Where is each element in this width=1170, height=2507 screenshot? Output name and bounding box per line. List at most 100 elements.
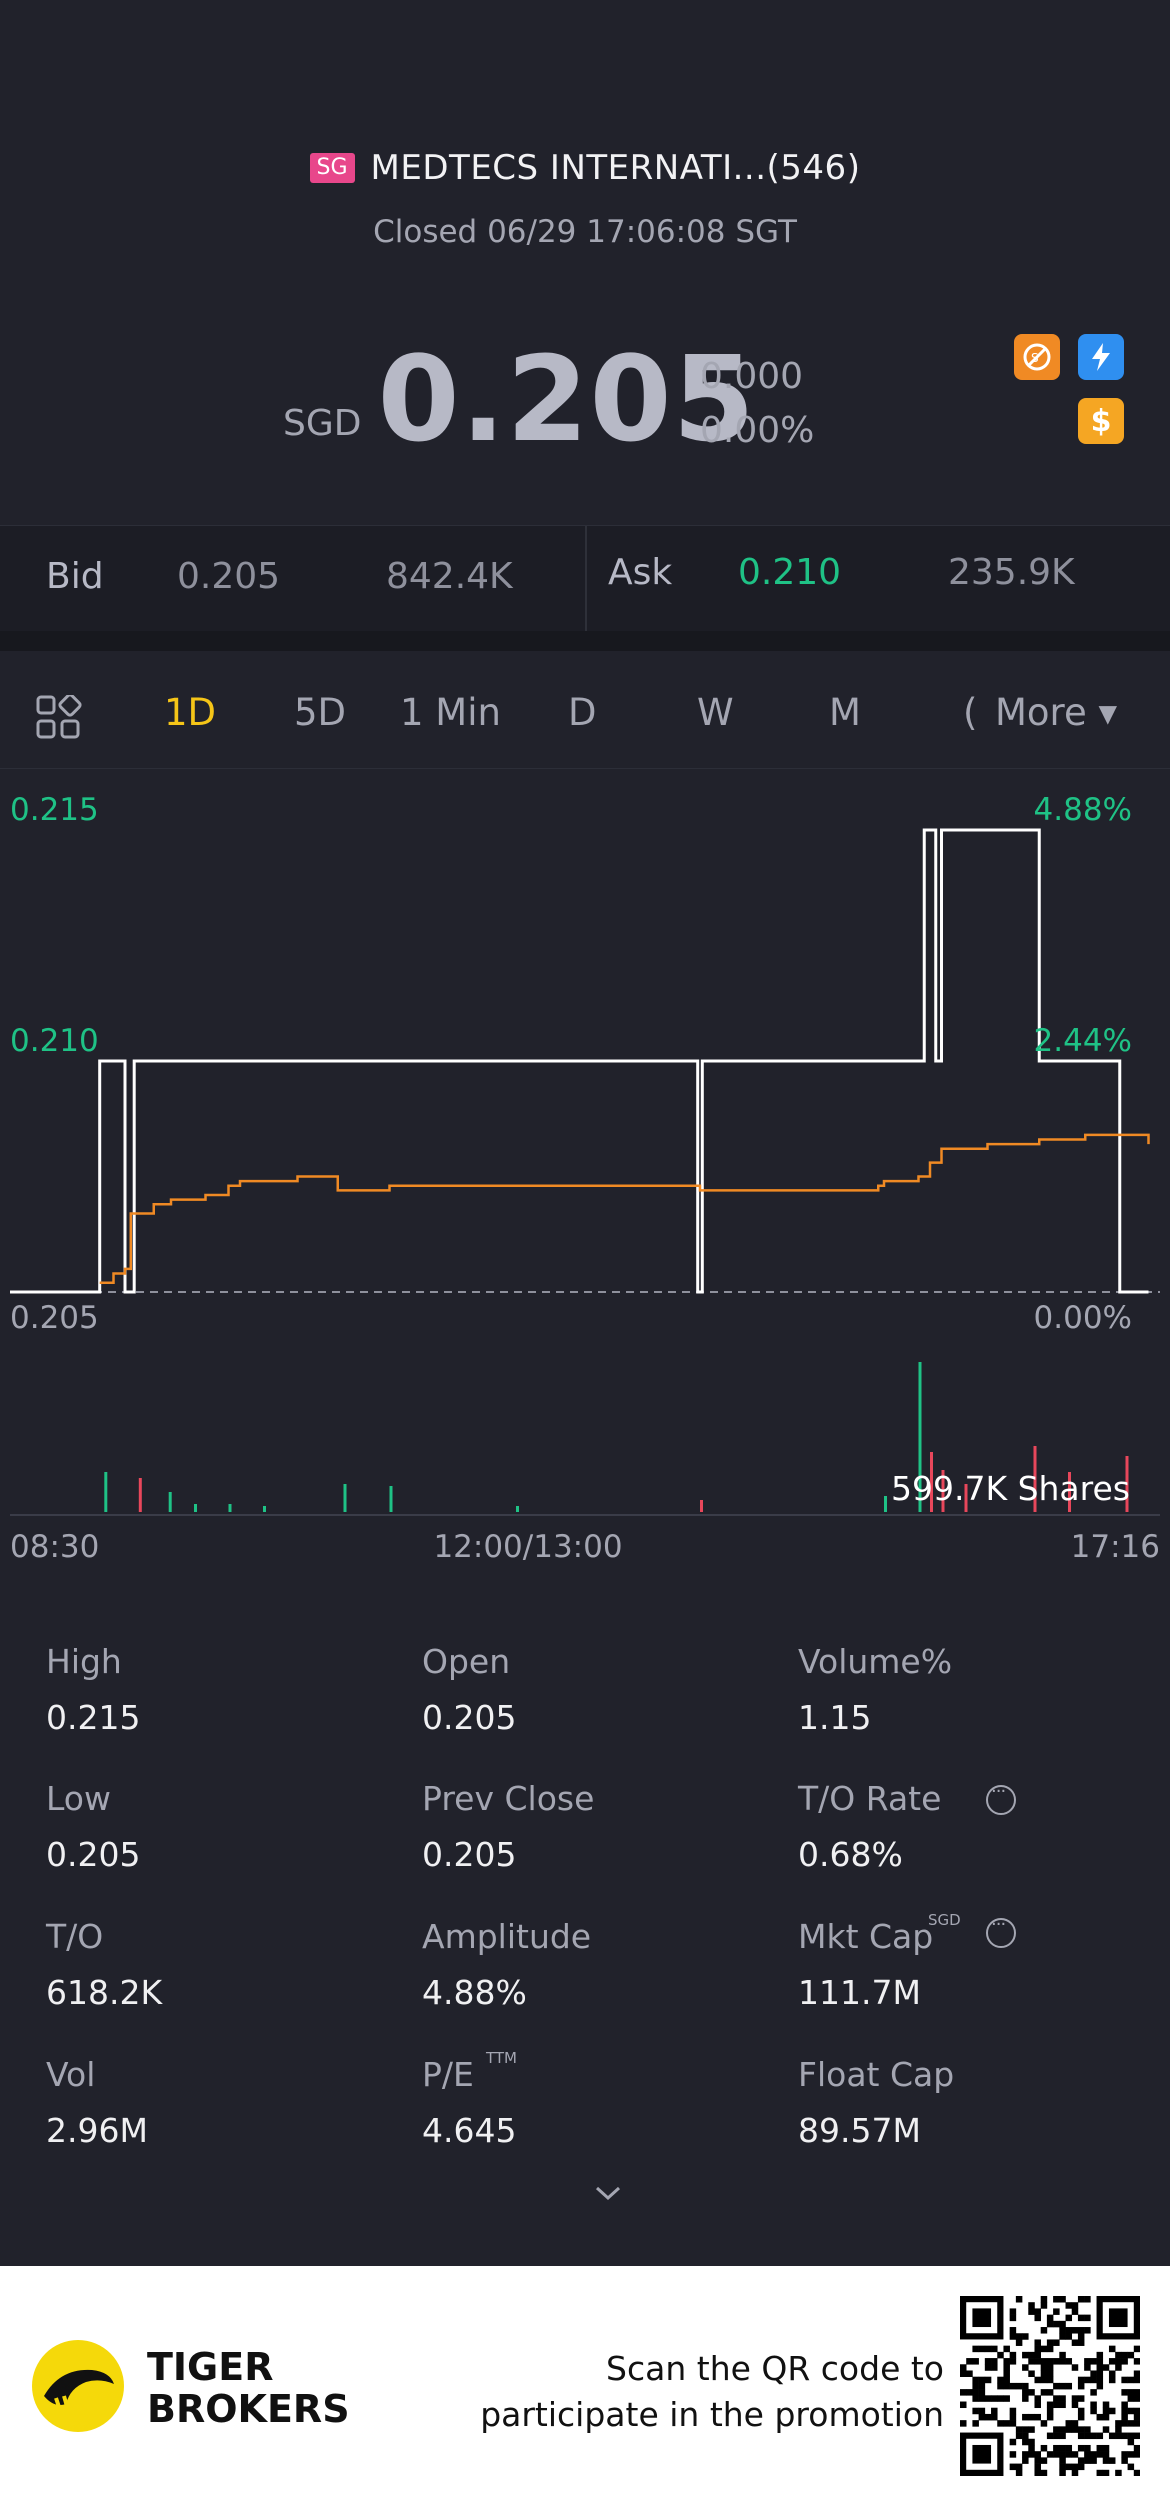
price-change-block: 0.000 0.00% — [700, 350, 814, 458]
chevron-down-icon[interactable] — [593, 2178, 623, 2208]
section-separator — [0, 631, 1170, 651]
volume-bar — [228, 1504, 232, 1512]
volume-bar — [343, 1484, 347, 1512]
promo-line-1: Scan the QR code to — [606, 2349, 944, 2388]
tab-day[interactable]: D — [568, 691, 597, 734]
volume-bar — [168, 1492, 172, 1512]
market-status: Closed 06/29 17:06:08 SGT — [373, 214, 797, 250]
volume-bar — [389, 1486, 393, 1512]
stat-prevclose-label: Prev Close — [422, 1779, 595, 1818]
stat-to-label: T/O — [46, 1917, 104, 1956]
lightning-icon[interactable] — [1078, 334, 1124, 380]
volume-bar — [138, 1478, 142, 1512]
stat-torate-label: T/O Rate — [798, 1779, 942, 1818]
bid-label: Bid — [46, 556, 104, 597]
brand-name: TIGER BROKERS — [147, 2346, 350, 2430]
bid-price: 0.205 — [177, 556, 281, 597]
tab-more[interactable]: More ▾ — [995, 691, 1118, 734]
tab-1d[interactable]: 1D — [164, 691, 217, 734]
stat-low-label: Low — [46, 1779, 111, 1818]
stat-mktcap-value: 111.7M — [798, 1973, 921, 2012]
volume-bar — [884, 1496, 887, 1512]
svg-text:S: S — [1031, 351, 1039, 365]
bid-ask-bar: Bid 0.205 842.4K Ask 0.210 235.9K — [0, 525, 1170, 632]
stock-name: MEDTECS INTERNATI...(546) — [370, 148, 861, 188]
promo-line-2: participate in the promotion — [480, 2395, 944, 2434]
stat-high-value: 0.215 — [46, 1698, 141, 1737]
chart-settings-icon[interactable] — [36, 695, 82, 741]
tab-5d[interactable]: 5D — [294, 691, 347, 734]
no-short-icon[interactable]: S — [1014, 334, 1060, 380]
y-axis-left-label: 0.215 — [10, 792, 99, 828]
y-axis-right-label: 0.00% — [1034, 1300, 1132, 1336]
promo-text: Scan the QR code to participate in the p… — [480, 2346, 944, 2438]
mktcap-currency-sup: SGD — [928, 1911, 961, 1929]
last-price: 0.205 — [377, 330, 756, 468]
stock-title-row[interactable]: SG MEDTECS INTERNATI...(546) — [0, 148, 1170, 188]
bid-size: 842.4K — [386, 556, 513, 597]
market-badge: SG — [309, 153, 355, 183]
stat-high-label: High — [46, 1642, 122, 1681]
brand-line-1: TIGER — [147, 2345, 274, 2389]
tab-month[interactable]: M — [829, 691, 861, 734]
volume-bar — [918, 1362, 922, 1512]
y-axis-left-label: 0.210 — [10, 1023, 99, 1059]
x-axis-label: 08:30 — [10, 1529, 99, 1560]
chart-canvas[interactable]: 0.215 0.210 0.205 4.88% 2.44% 0.00% 599.7K Sha… — [0, 770, 1170, 1560]
x-axis-label: 17:16 — [1071, 1529, 1160, 1560]
volume-bar — [194, 1504, 197, 1512]
dollar-icon[interactable]: $ — [1078, 398, 1124, 444]
tab-1min[interactable]: 1 Min — [400, 691, 501, 734]
price-block: SGD 0.205 — [283, 340, 756, 458]
mktcap-info-icon[interactable] — [986, 1914, 1016, 1948]
ask-price: 0.210 — [738, 552, 842, 593]
volume-bar — [516, 1506, 519, 1512]
stat-prevclose-value: 0.205 — [422, 1835, 517, 1874]
stat-pe-value: 4.645 — [422, 2111, 517, 2150]
pe-ttm-sup: TTM — [486, 2049, 518, 2067]
x-axis-label: 12:00/13:00 — [433, 1529, 622, 1560]
y-axis-right-label: 4.88% — [1034, 792, 1132, 828]
torate-info-icon[interactable] — [986, 1781, 1016, 1815]
stat-amplitude-value: 4.88% — [422, 1973, 527, 2012]
stat-amplitude-label: Amplitude — [422, 1917, 592, 1956]
stat-mktcap-label: Mkt Cap — [798, 1917, 934, 1956]
price-change-pct: 0.00% — [700, 410, 815, 451]
price-line — [10, 828, 1149, 1294]
period-tabs: 1D 5D 1 Min D W M ( More ▾ — [0, 651, 1170, 769]
tab-partial[interactable]: ( — [963, 691, 978, 734]
stat-floatcap-label: Float Cap — [798, 2055, 955, 2094]
volume-bar — [104, 1472, 108, 1512]
tiger-logo-icon — [32, 2340, 124, 2432]
tab-week[interactable]: W — [697, 691, 734, 734]
currency-label: SGD — [283, 403, 362, 444]
qr-code-icon[interactable] — [960, 2296, 1140, 2476]
promo-footer: TIGER BROKERS Scan the QR code to partic… — [0, 2266, 1170, 2507]
price-change: 0.000 — [700, 356, 804, 397]
volume-bar — [263, 1506, 266, 1512]
stat-vol-value: 2.96M — [46, 2111, 148, 2150]
volume-bar — [1125, 1456, 1129, 1512]
stat-open-value: 0.205 — [422, 1698, 517, 1737]
volume-bar — [1033, 1446, 1037, 1512]
stat-open-label: Open — [422, 1642, 511, 1681]
stat-torate-value: 0.68% — [798, 1835, 903, 1874]
volume-bar — [1068, 1472, 1071, 1512]
stat-volpct-label: Volume% — [798, 1642, 953, 1681]
ask-size: 235.9K — [948, 552, 1075, 593]
bid-ask-divider — [585, 526, 587, 632]
ask-label: Ask — [608, 552, 673, 593]
stat-volpct-value: 1.15 — [798, 1698, 872, 1737]
volume-label: 599.7K Shares — [891, 1469, 1130, 1508]
stat-to-value: 618.2K — [46, 1973, 163, 2012]
volume-bar — [930, 1452, 933, 1512]
brand-line-2: BROKERS — [147, 2387, 350, 2431]
y-axis-right-label: 2.44% — [1034, 1023, 1132, 1059]
volume-bar — [964, 1484, 968, 1512]
stats-panel: High 0.215 Open 0.205 Volume% 1.15 Low 0… — [0, 1625, 1170, 2245]
stat-pe-label: P/E — [422, 2055, 474, 2094]
volume-bar — [941, 1470, 945, 1512]
intraday-chart[interactable]: 0.215 0.210 0.205 4.88% 2.44% 0.00% 599.7K Sha… — [0, 770, 1170, 1560]
avg-price-line — [99, 1133, 1150, 1285]
y-axis-left-label: 0.205 — [10, 1300, 99, 1336]
